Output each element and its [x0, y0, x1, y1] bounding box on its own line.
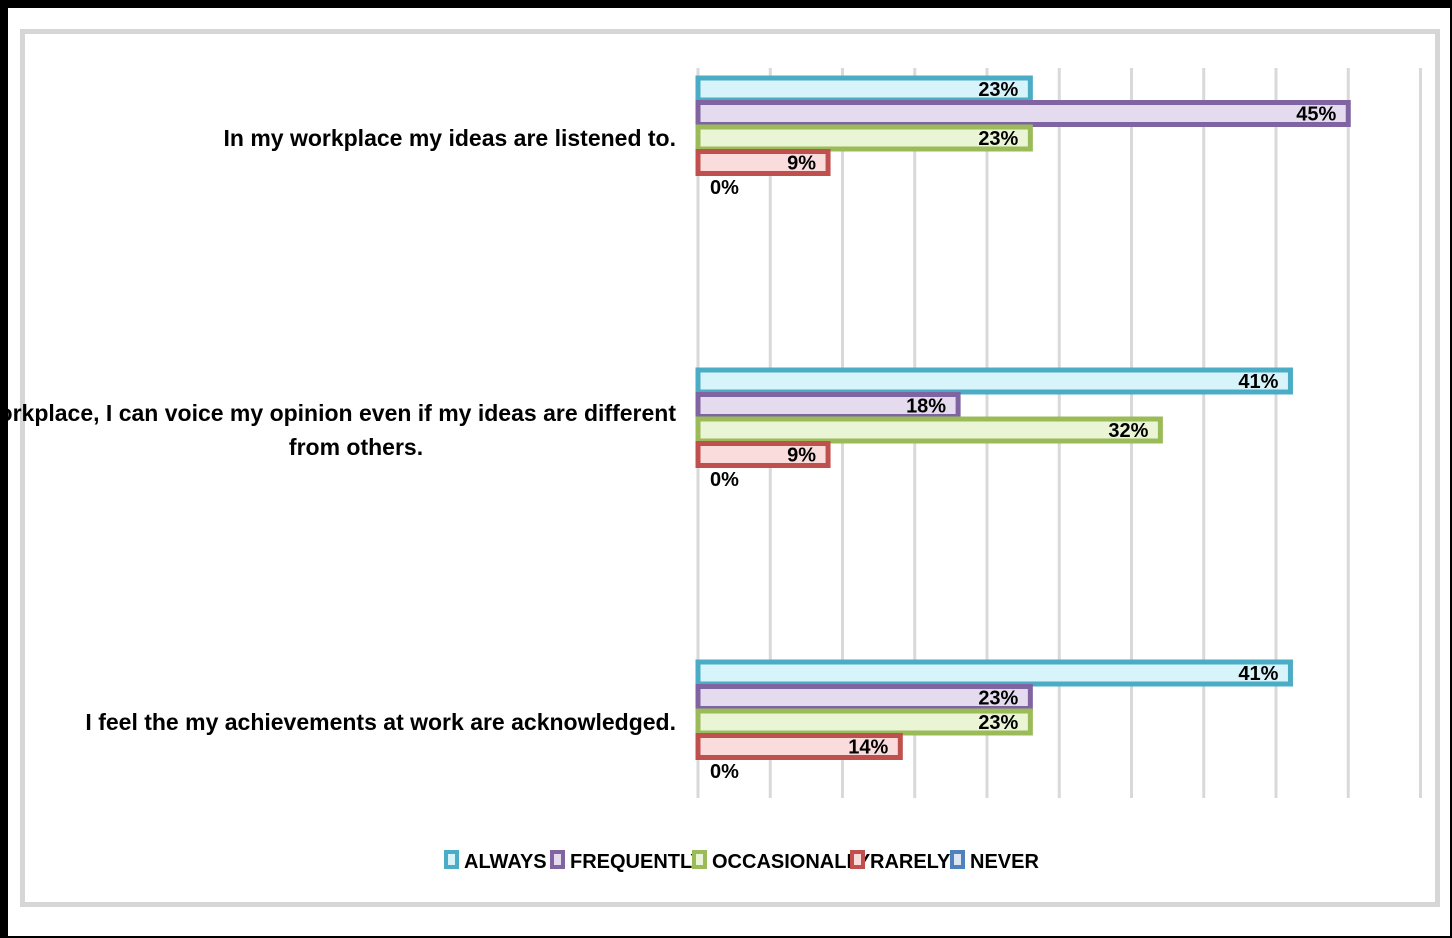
bars [695, 75, 1351, 760]
data-label: 23% [978, 688, 1018, 710]
legend-swatch-frequently [550, 850, 565, 869]
data-label: 23% [978, 79, 1018, 101]
data-label: 41% [1238, 371, 1278, 393]
data-label: 23% [978, 712, 1018, 734]
legend-label-never: NEVER [970, 851, 1039, 873]
data-label: 32% [1108, 420, 1148, 442]
category-labels: In my workplace my ideas are listened to… [0, 125, 676, 735]
data-label: 18% [906, 396, 946, 418]
bar-frequently [695, 100, 1351, 127]
category-label: I feel the my achievements at work are a… [85, 709, 676, 735]
bar-occasionally [695, 416, 1163, 444]
bar-always [695, 659, 1293, 687]
legend: ALWAYS FREQUENTLY OCCASIONALLY RARELY NEVER [444, 850, 1039, 873]
legend-swatch-rarely [850, 850, 865, 869]
legend-label-frequently: FREQUENTLY [570, 851, 704, 873]
bar-rarely [695, 149, 831, 176]
data-label: 0% [710, 469, 739, 491]
data-label: 9% [787, 153, 816, 175]
legend-label-always: ALWAYS [464, 851, 547, 873]
legend-swatch-never [950, 850, 965, 869]
data-label: 41% [1238, 663, 1278, 685]
legend-swatch-always [444, 850, 459, 869]
data-label: 0% [710, 761, 739, 783]
category-label: In my workplace my ideas are listened to… [223, 125, 676, 151]
bar-always [695, 367, 1293, 395]
data-label: 14% [848, 737, 888, 759]
category-label: In my workplace, I can voice my opinion … [0, 400, 676, 426]
bar-rarely [695, 733, 903, 760]
data-label: 9% [787, 445, 816, 467]
data-labels: 23%45%23%9%0%41%18%32%9%0%41%23%23%14%0% [710, 79, 1336, 783]
legend-label-rarely: RARELY [870, 851, 951, 873]
bar-rarely [695, 441, 831, 468]
data-label: 45% [1296, 104, 1336, 126]
legend-swatch-occasionally [692, 850, 707, 869]
chart-panel [20, 29, 1440, 907]
legend-label-occasionally: OCCASIONALLY [712, 851, 871, 873]
category-label: from others. [289, 434, 423, 460]
data-label: 23% [978, 128, 1018, 150]
data-label: 0% [710, 177, 739, 199]
bar-occasionally [695, 124, 1033, 152]
